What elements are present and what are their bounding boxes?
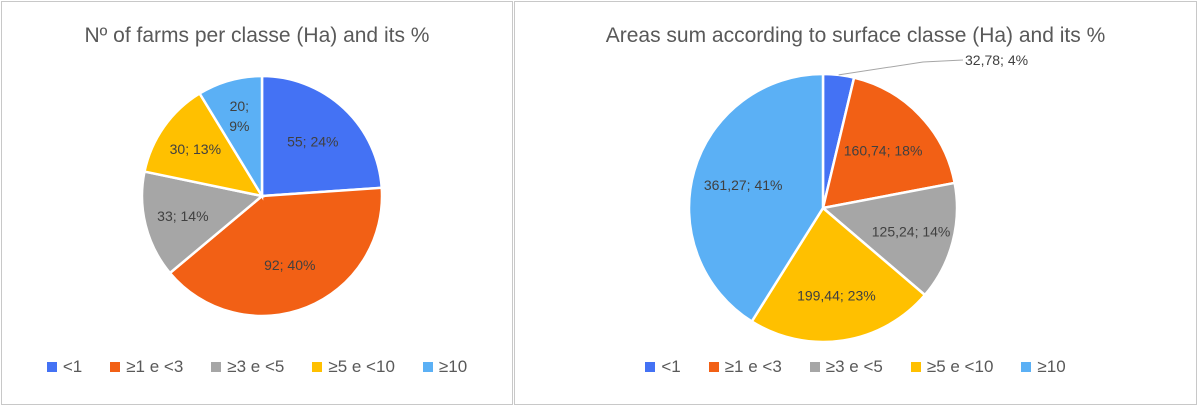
data-label: 125,24; 14% xyxy=(872,223,951,239)
legend-swatch xyxy=(809,362,820,372)
legend-swatch xyxy=(708,362,719,372)
legend-label: ≥10 xyxy=(1037,357,1066,376)
chart-legend: <1 ≥1 e <3 ≥3 e <5 ≥5 e <10 ≥10 xyxy=(515,357,1196,377)
data-label: 361,27; 41% xyxy=(704,177,783,193)
legend-item: <1 xyxy=(46,357,83,377)
legend-swatch xyxy=(422,362,433,372)
legend-label: ≥5 e <10 xyxy=(926,357,994,376)
legend-label: <1 xyxy=(661,357,681,376)
data-label: 33; 14% xyxy=(157,208,208,224)
legend-item: ≥3 e <5 xyxy=(211,357,284,377)
legend-label: <1 xyxy=(62,357,83,376)
pie-slice xyxy=(168,186,384,318)
pie-slice xyxy=(820,181,959,297)
pie-slice xyxy=(260,74,384,198)
legend-label: ≥10 xyxy=(438,357,468,376)
pie-slice xyxy=(687,72,825,324)
data-label: 30; 13% xyxy=(170,141,221,157)
legend-label: ≥3 e <5 xyxy=(227,357,285,376)
legend-swatch xyxy=(110,362,121,372)
pie-slice xyxy=(821,76,957,210)
legend-item: ≥10 xyxy=(1021,357,1066,377)
legend-swatch xyxy=(312,362,323,372)
data-label: 92; 40% xyxy=(264,257,315,273)
chart-legend: <1 ≥1 e <3 ≥3 e <5 ≥5 e <10 ≥10 xyxy=(2,357,512,377)
pie-chart-areas: 32,78; 4% 160,74; 18% 125,24; 14% 199,44; 2… xyxy=(687,52,1028,344)
chart-panel-farms: Nº of farms per classe (Ha) and its % 55… xyxy=(1,1,513,405)
data-label: 160,74; 18% xyxy=(844,143,923,159)
legend-label: ≥1 e <3 xyxy=(724,357,782,376)
chart-title: Areas sum according to surface classe (H… xyxy=(605,24,1106,47)
data-label: 55; 24% xyxy=(287,134,338,150)
chart-panel-areas: Areas sum according to surface classe (H… xyxy=(514,1,1197,405)
chart-title: Nº of farms per classe (Ha) and its % xyxy=(84,24,430,47)
data-label: 32,78; 4% xyxy=(965,52,1028,68)
legend-item: ≥1 e <3 xyxy=(708,357,782,377)
legend-item: ≥10 xyxy=(422,357,468,377)
legend-item: ≥5 e <10 xyxy=(910,357,994,377)
legend-label: ≥1 e <3 xyxy=(126,357,184,376)
pie-slice xyxy=(750,206,927,344)
legend-label: ≥3 e <5 xyxy=(825,357,883,376)
legend-swatch xyxy=(910,362,921,372)
pie-slice xyxy=(140,170,265,275)
legend-item: ≥5 e <10 xyxy=(312,357,395,377)
legend-item: ≥1 e <3 xyxy=(110,357,183,377)
legend-label: ≥5 e <10 xyxy=(328,357,395,376)
legend-swatch xyxy=(211,362,222,372)
leader-line xyxy=(838,59,964,76)
legend-swatch xyxy=(46,362,57,372)
legend-item: <1 xyxy=(645,357,681,377)
legend-swatch xyxy=(645,362,656,372)
pie-chart-farms: 55; 24% 92; 40% 33; 14% 30; 13% 20; 9% xyxy=(140,74,384,318)
data-label: 20; 9% xyxy=(229,98,249,134)
pie-slice xyxy=(143,91,265,198)
pie-slice xyxy=(197,74,264,201)
data-label: 199,44; 23% xyxy=(797,287,876,303)
legend-swatch xyxy=(1021,362,1032,372)
legend-item: ≥3 e <5 xyxy=(809,357,883,377)
